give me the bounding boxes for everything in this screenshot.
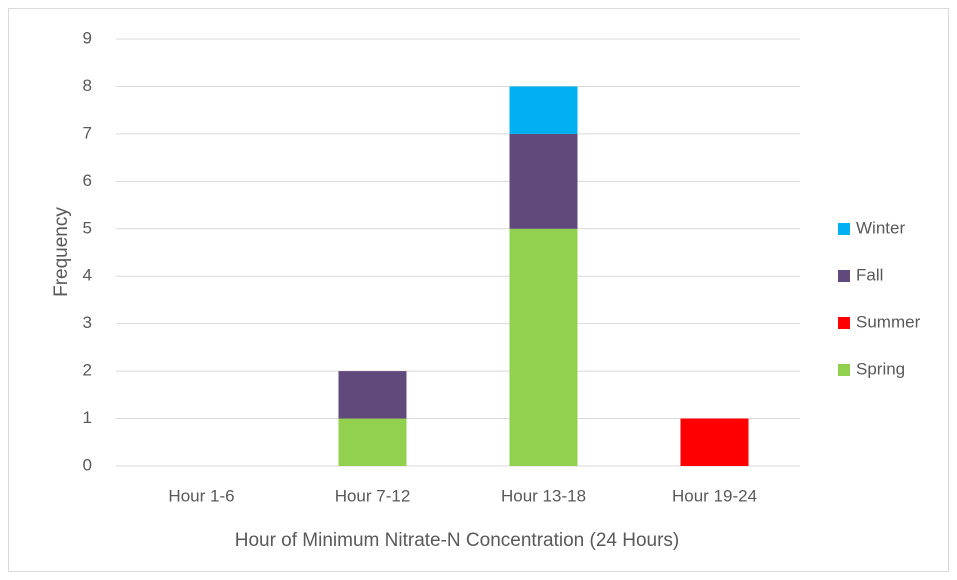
y-axis-label: Frequency bbox=[51, 207, 72, 297]
legend-swatch bbox=[838, 317, 850, 329]
y-tick-label: 6 bbox=[83, 171, 92, 190]
y-tick-label: 7 bbox=[83, 123, 92, 142]
bar-segment bbox=[509, 86, 578, 134]
y-tick-label: 1 bbox=[83, 408, 92, 427]
bar-segment bbox=[509, 228, 578, 466]
legend-label: Fall bbox=[856, 265, 883, 284]
y-tick-label: 9 bbox=[83, 28, 92, 47]
y-tick-label: 2 bbox=[83, 361, 92, 380]
x-tick-label: Hour 1-6 bbox=[168, 486, 234, 505]
y-tick-label: 5 bbox=[83, 218, 92, 237]
x-axis-label: Hour of Minimum Nitrate-N Concentration … bbox=[235, 530, 680, 551]
chart-border bbox=[8, 8, 949, 572]
legend-label: Spring bbox=[856, 359, 905, 378]
y-tick-label: 8 bbox=[83, 76, 92, 95]
y-tick-label: 3 bbox=[83, 313, 92, 332]
legend-swatch bbox=[838, 223, 850, 235]
bar-segment bbox=[509, 133, 578, 229]
x-tick-label: Hour 7-12 bbox=[335, 486, 411, 505]
legend-swatch bbox=[838, 270, 850, 282]
x-tick-label: Hour 13-18 bbox=[501, 486, 586, 505]
legend-swatch bbox=[838, 364, 850, 376]
x-tick-label: Hour 19-24 bbox=[672, 486, 757, 505]
legend-label: Summer bbox=[856, 312, 921, 331]
bar-segment bbox=[338, 371, 407, 419]
bar-segment bbox=[338, 418, 407, 466]
bar-segment bbox=[680, 418, 749, 466]
y-tick-label: 4 bbox=[83, 266, 92, 285]
y-tick-label: 0 bbox=[83, 455, 92, 474]
legend-label: Winter bbox=[856, 218, 905, 237]
